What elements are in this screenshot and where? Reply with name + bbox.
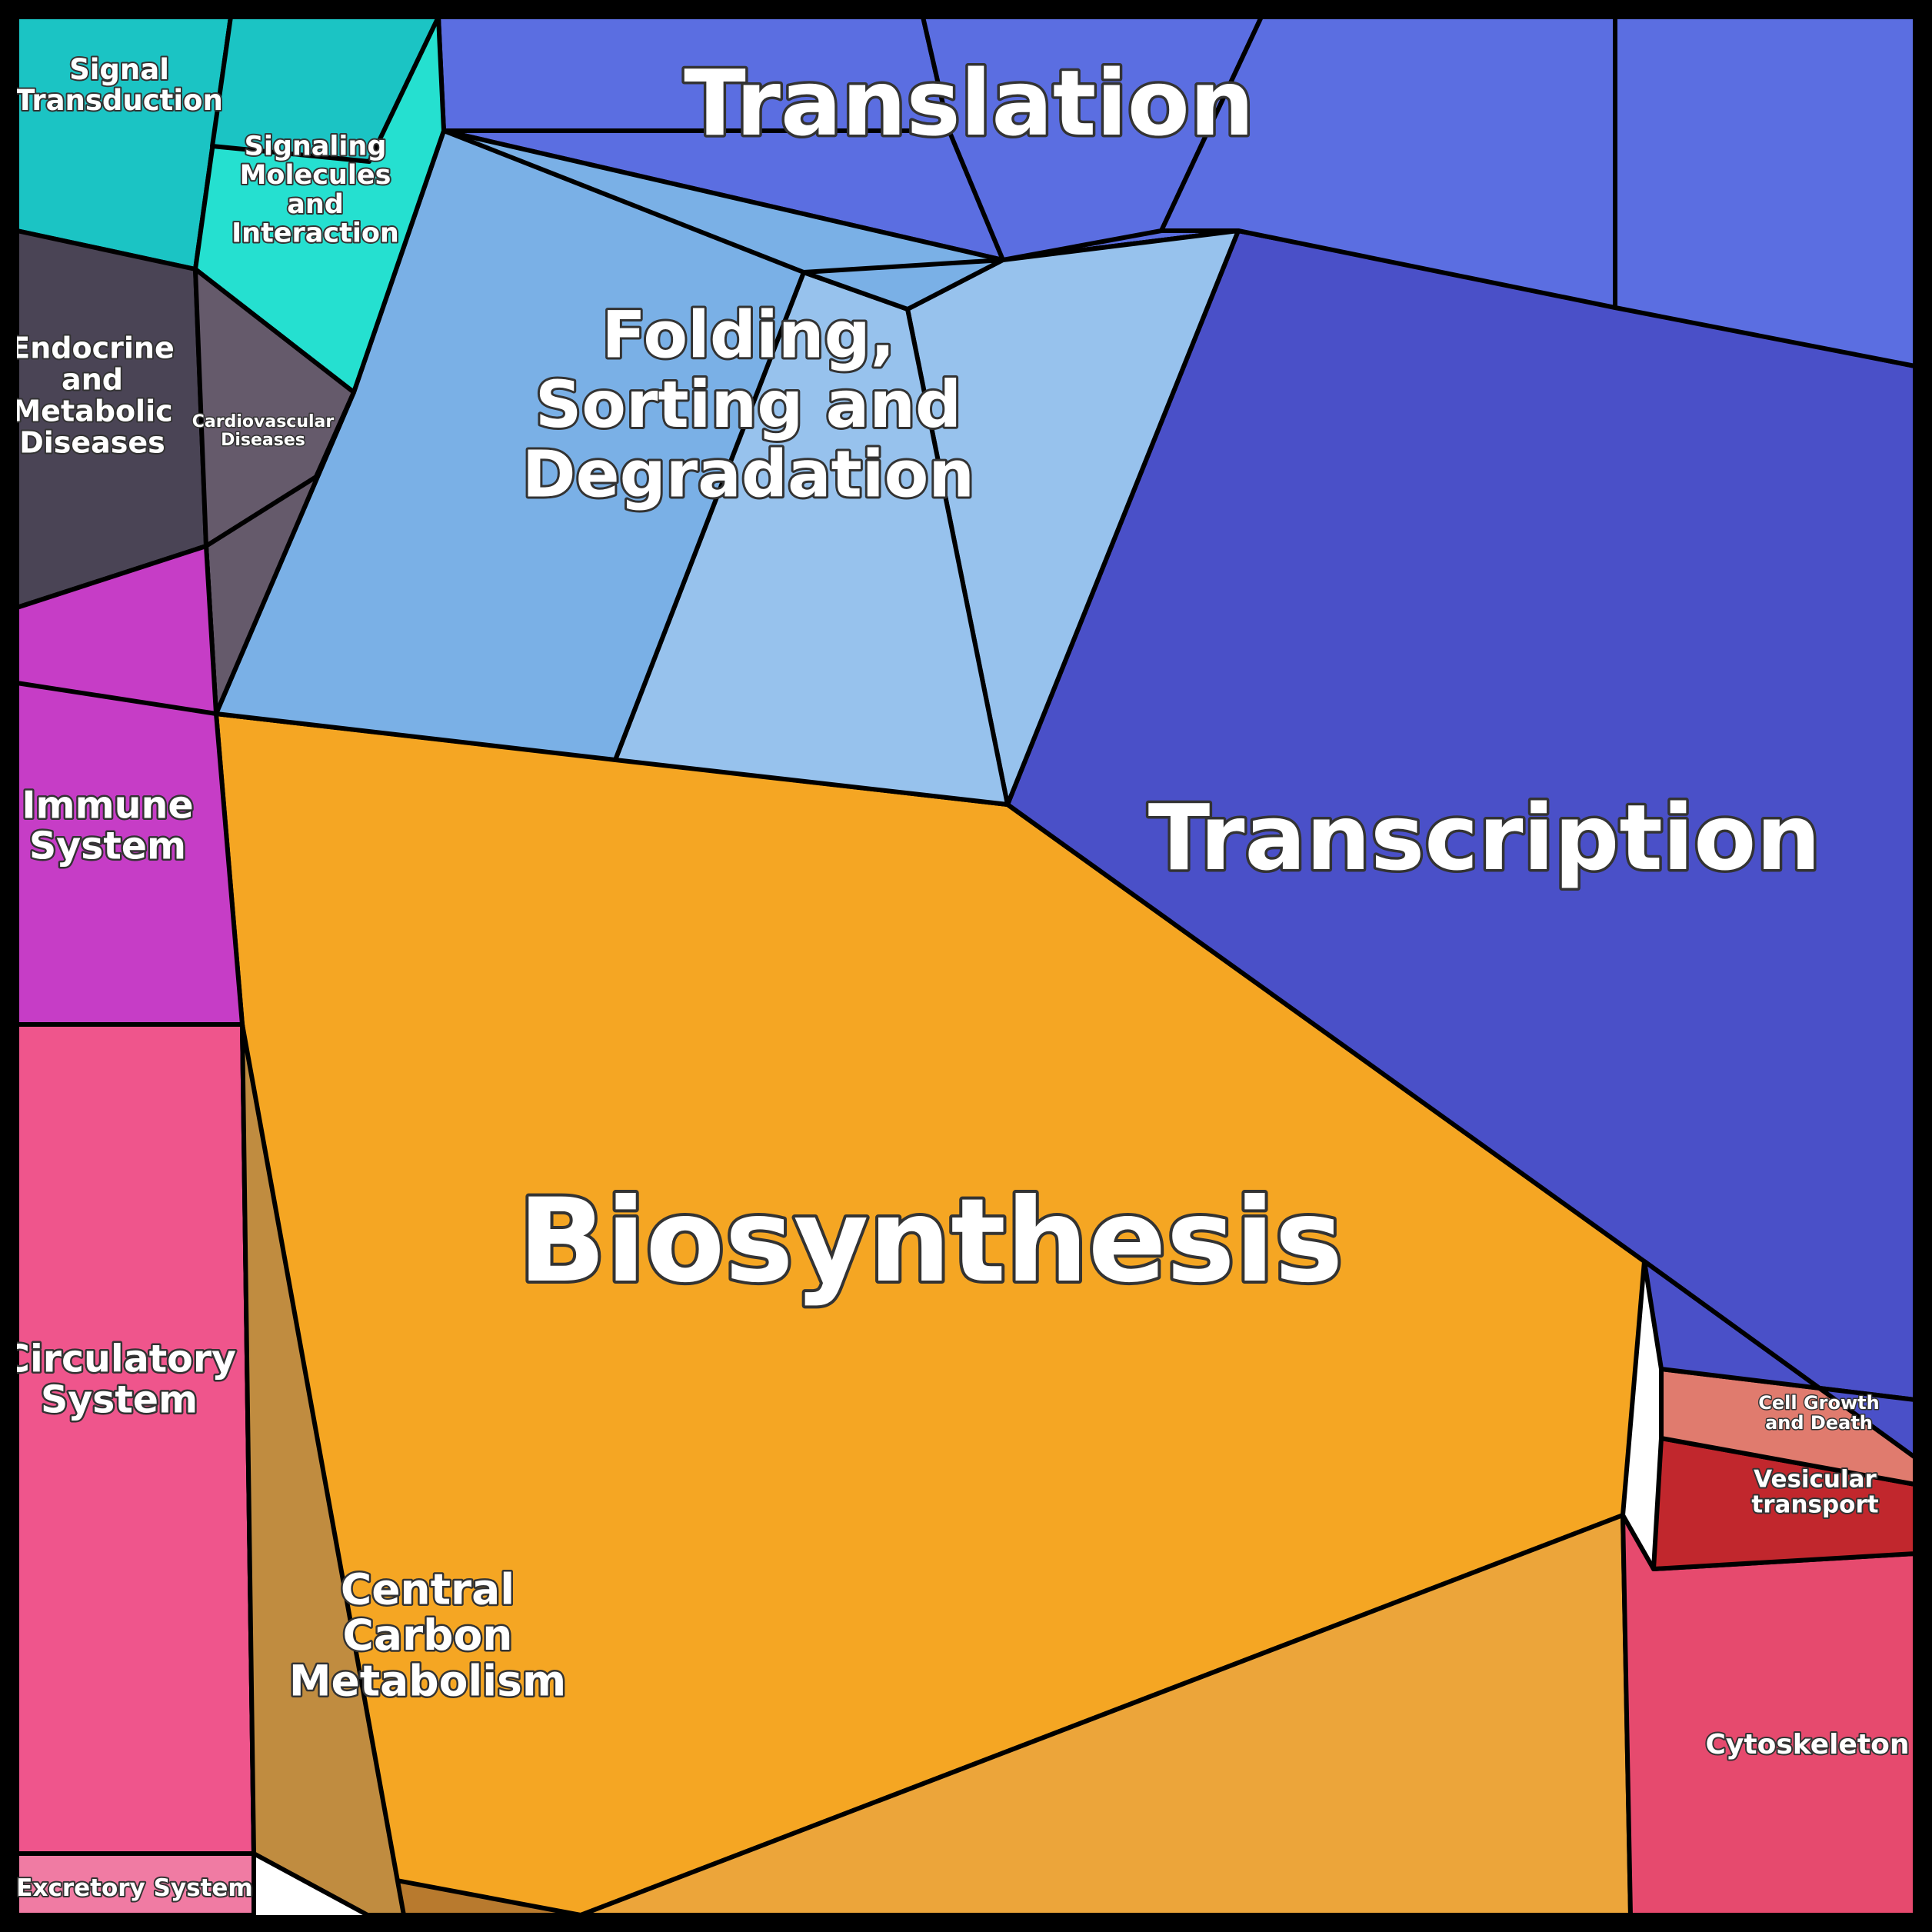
label-signaling-molecules: SignalingMoleculesandInteraction	[232, 131, 399, 248]
label-transcription: Transcription	[1148, 784, 1821, 891]
cell-cytoskeleton	[1623, 1515, 1915, 1915]
cell-circulatory	[17, 1024, 254, 1854]
label-vesicular: Vesiculartransport	[1751, 1465, 1878, 1518]
cell-translation-sub-d	[1615, 17, 1915, 366]
label-immune: ImmuneSystem	[22, 784, 193, 868]
label-cytoskeleton: Cytoskeleton	[1706, 1729, 1910, 1760]
label-translation: Translation	[684, 50, 1254, 156]
label-excretory: Excretory System	[16, 1874, 252, 1902]
voronoi-treemap: BiosynthesisTranscriptionTranslationFold…	[0, 0, 1932, 1932]
label-endocrine: EndocrineandMetabolicDiseases	[10, 331, 174, 459]
label-biosynthesis: Biosynthesis	[518, 1174, 1344, 1308]
label-cell-growth: Cell Growthand Death	[1758, 1392, 1879, 1434]
